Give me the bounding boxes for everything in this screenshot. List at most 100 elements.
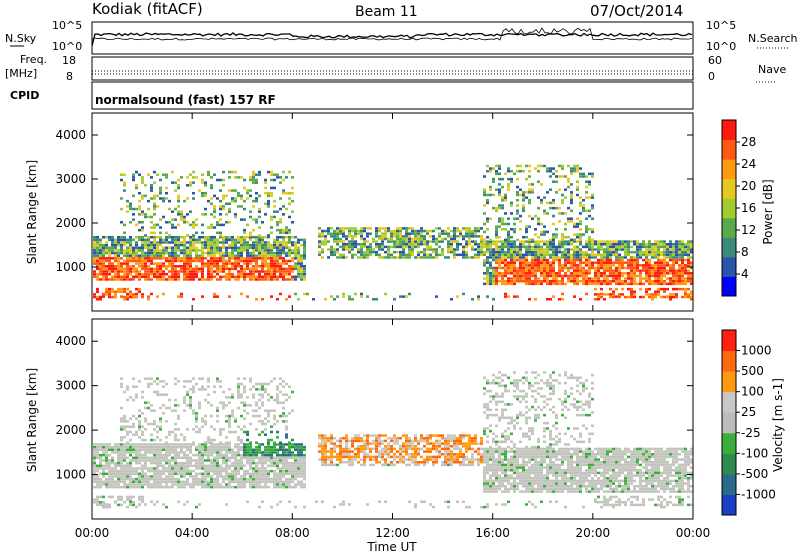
heatmap-cell: [171, 218, 174, 221]
heatmap-cell: [654, 240, 657, 243]
heatmap-cell: [549, 279, 552, 283]
heatmap-cell: [297, 275, 300, 279]
heatmap-cell: [168, 257, 171, 260]
heatmap-cell: [201, 241, 204, 244]
heatmap-cell: [105, 265, 108, 268]
heatmap-cell: [450, 237, 453, 241]
heatmap-cell: [396, 227, 399, 230]
heatmap-cell: [147, 483, 150, 486]
heatmap-cell: [591, 230, 594, 234]
heatmap-cell: [510, 240, 513, 243]
heatmap-cell: [108, 257, 111, 260]
heatmap-cell: [123, 238, 126, 242]
heatmap-cell: [237, 246, 240, 250]
heatmap-cell: [168, 406, 171, 410]
heatmap-cell: [141, 472, 144, 476]
heatmap-cell: [207, 467, 210, 470]
heatmap-cell: [303, 246, 306, 250]
heatmap-cell: [327, 458, 330, 461]
heatmap-cell: [279, 207, 282, 211]
heatmap-cell: [216, 461, 219, 465]
heatmap-cell: [231, 414, 234, 418]
heatmap-cell: [228, 401, 231, 404]
heatmap-cell: [144, 257, 147, 260]
heatmap-cell: [279, 243, 282, 247]
heatmap-cell: [132, 278, 135, 281]
heatmap-cell: [303, 241, 306, 244]
heatmap-cell: [204, 448, 207, 452]
heatmap-cell: [486, 261, 489, 264]
heatmap-cell: [489, 261, 492, 264]
heatmap-cell: [225, 278, 228, 281]
heatmap-cell: [684, 292, 687, 296]
heatmap-cell: [189, 451, 192, 454]
heatmap-cell: [276, 388, 279, 391]
heatmap-cell: [648, 272, 651, 275]
heatmap-cell: [159, 231, 162, 235]
heatmap-cell: [150, 270, 153, 273]
heatmap-cell: [642, 250, 645, 254]
heatmap-cell: [141, 480, 144, 484]
heatmap-cell: [414, 232, 417, 235]
heatmap-cell: [507, 243, 510, 246]
heatmap-cell: [516, 191, 519, 194]
heatmap-cell: [627, 243, 630, 246]
heatmap-cell: [192, 428, 195, 431]
heatmap-cell: [99, 501, 102, 504]
heatmap-cell: [540, 256, 543, 259]
heatmap-cell: [285, 398, 288, 402]
heatmap-cell: [258, 406, 261, 410]
heatmap-cell: [237, 393, 240, 396]
heatmap-cell: [567, 250, 570, 254]
heatmap-cell: [147, 235, 150, 239]
heatmap-cell: [405, 243, 408, 246]
heatmap-cell: [627, 250, 630, 254]
heatmap-cell: [186, 500, 189, 504]
heatmap-cell: [531, 258, 534, 262]
heatmap-cell: [108, 461, 111, 465]
heatmap-cell: [303, 448, 306, 452]
heatmap-cell: [303, 257, 306, 260]
heatmap-cell: [234, 197, 237, 200]
heatmap-cell: [246, 396, 249, 399]
heatmap-cell: [636, 261, 639, 264]
heatmap-cell: [555, 228, 558, 231]
heatmap-cell: [207, 278, 210, 281]
heatmap-cell: [165, 278, 168, 281]
heatmap-cell: [321, 232, 324, 235]
heatmap-cell: [585, 225, 588, 228]
heatmap-cell: [651, 248, 654, 251]
heatmap-cell: [282, 178, 285, 182]
heatmap-cell: [510, 250, 513, 254]
heatmap-cell: [321, 437, 324, 440]
heatmap-cell: [114, 257, 117, 260]
heatmap-cell: [96, 469, 99, 473]
heatmap-cell: [384, 227, 387, 230]
heatmap-cell: [522, 266, 525, 270]
heatmap-cell: [228, 456, 231, 460]
heatmap-cell: [123, 275, 126, 279]
heatmap-cell: [237, 467, 240, 470]
heatmap-cell: [213, 194, 216, 198]
heatmap-cell: [684, 269, 687, 272]
heatmap-cell: [186, 262, 189, 265]
heatmap-cell: [192, 241, 195, 244]
heatmap-cell: [537, 196, 540, 199]
heatmap-cell: [102, 475, 105, 478]
heatmap-cell: [633, 293, 636, 296]
heatmap-cell: [576, 193, 579, 197]
heatmap-cell: [189, 406, 192, 410]
heatmap-cell: [546, 282, 549, 286]
heatmap-cell: [291, 278, 294, 281]
heatmap-cell: [675, 248, 678, 251]
heatmap-cell: [177, 272, 180, 276]
heatmap-cell: [297, 254, 300, 257]
heatmap-cell: [558, 212, 561, 215]
heatmap-cell: [534, 243, 537, 246]
heatmap-cell: [237, 238, 240, 242]
heatmap-cell: [318, 445, 321, 448]
heatmap-cell: [267, 472, 270, 476]
heatmap-cell: [213, 238, 216, 242]
heatmap-cell: [279, 377, 282, 380]
heatmap-cell: [591, 277, 594, 280]
